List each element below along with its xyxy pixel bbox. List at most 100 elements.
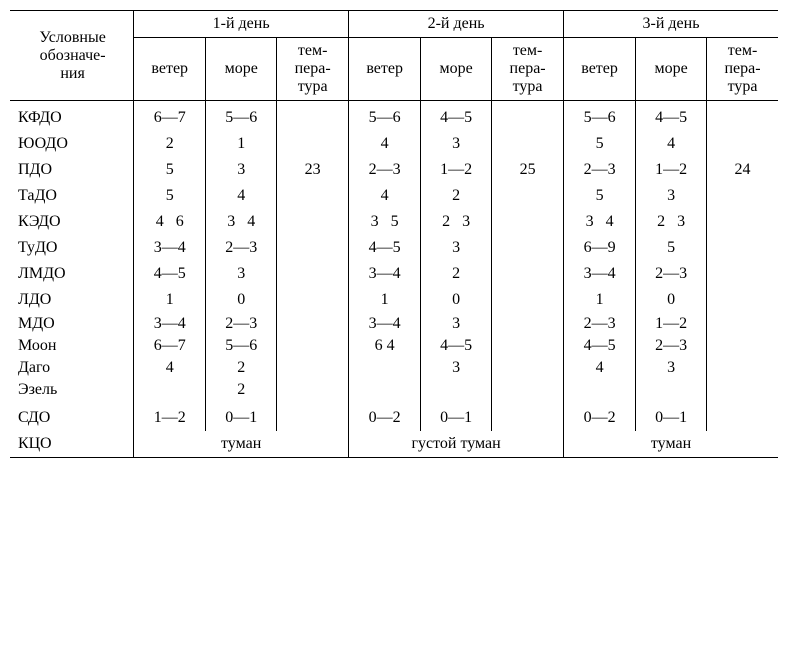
header-sub-d1-sea: море (206, 38, 277, 101)
cell: 4 (134, 357, 206, 379)
cell (349, 379, 421, 401)
cell (277, 287, 349, 313)
table-row: ТаДО544253 (10, 183, 778, 209)
cell (492, 183, 564, 209)
cell: 2 (206, 379, 277, 401)
cell: 3—4 (134, 235, 206, 261)
footer-row: КЦО туман густой туман туман (10, 431, 778, 458)
cell: 3 (636, 357, 707, 379)
cell: 1—2 (134, 401, 206, 431)
table-row: КФДО6—75—65—64—55—64—5 (10, 101, 778, 132)
cell: 3 5 (349, 209, 421, 235)
cell: 3—4 (349, 261, 421, 287)
row-label: КФДО (10, 101, 134, 132)
cell: 2 3 (636, 209, 707, 235)
cell (277, 235, 349, 261)
header-sub-d2-sea: море (421, 38, 492, 101)
cell: 4—5 (134, 261, 206, 287)
cell (492, 401, 564, 431)
cell: 6 4 (349, 335, 421, 357)
header-label-line3: ния (60, 65, 84, 82)
cell: 4 (349, 131, 421, 157)
header-sub-d3-temp: тем- пера- тура (707, 38, 778, 101)
row-label: Моон (10, 335, 134, 357)
cell: 6—7 (134, 101, 206, 132)
weather-table: Условные обозначе- ния 1-й день 2-й день… (10, 10, 778, 458)
footer-span-3: туман (564, 431, 778, 458)
cell: 2 (421, 261, 492, 287)
cell: 5—6 (206, 101, 277, 132)
cell: 4 (636, 131, 707, 157)
cell: 3—4 (564, 261, 636, 287)
table-row: ЛДО101010 (10, 287, 778, 313)
cell (636, 379, 707, 401)
row-label: ТуДО (10, 235, 134, 261)
cell: 1 (134, 287, 206, 313)
cell: 5 (134, 183, 206, 209)
cell (492, 235, 564, 261)
cell (277, 335, 349, 357)
table-row: ТуДО3—42—34—536—95 (10, 235, 778, 261)
cell (277, 313, 349, 335)
cell (349, 357, 421, 379)
cell (492, 357, 564, 379)
cell (134, 379, 206, 401)
header-day-3: 3-й день (564, 11, 778, 38)
cell (707, 401, 778, 431)
cell (707, 357, 778, 379)
cell: 5—6 (564, 101, 636, 132)
cell (492, 335, 564, 357)
header-row-days: Условные обозначе- ния 1-й день 2-й день… (10, 11, 778, 38)
cell: 3 (421, 357, 492, 379)
header-day-1: 1-й день (134, 11, 349, 38)
cell (277, 209, 349, 235)
header-sub-d2-temp: тем- пера- тура (492, 38, 564, 101)
cell: 2—3 (636, 261, 707, 287)
cell (277, 101, 349, 132)
cell: 3 (421, 313, 492, 335)
cell (707, 313, 778, 335)
cell: 23 (277, 157, 349, 183)
cell (707, 209, 778, 235)
cell: 0—1 (636, 401, 707, 431)
footer-span-1: туман (134, 431, 349, 458)
footer-span-2: густой туман (349, 431, 564, 458)
cell: 4 (564, 357, 636, 379)
cell: 2—3 (206, 313, 277, 335)
footer-label: КЦО (10, 431, 134, 458)
cell: 4 (349, 183, 421, 209)
cell (492, 313, 564, 335)
cell (707, 131, 778, 157)
cell: 6—7 (134, 335, 206, 357)
cell: 5 (134, 157, 206, 183)
table-row: ПДО53232—31—2252—31—224 (10, 157, 778, 183)
header-sub-d1-temp: тем- пера- тура (277, 38, 349, 101)
header-label-line2: обозначе- (40, 47, 106, 64)
table-row: ЛМДО4—533—423—42—3 (10, 261, 778, 287)
cell (492, 209, 564, 235)
row-label: Даго (10, 357, 134, 379)
cell: 1 (349, 287, 421, 313)
cell: 3 (421, 235, 492, 261)
table-row: Даго42343 (10, 357, 778, 379)
cell: 0—1 (206, 401, 277, 431)
cell: 24 (707, 157, 778, 183)
cell: 2 (134, 131, 206, 157)
cell: 4 6 (134, 209, 206, 235)
cell: 2—3 (206, 235, 277, 261)
row-label: ЛДО (10, 287, 134, 313)
cell: 3—4 (134, 313, 206, 335)
header-label: Условные обозначе- ния (10, 11, 134, 101)
cell (492, 131, 564, 157)
cell (492, 261, 564, 287)
cell: 1—2 (421, 157, 492, 183)
table-row: Моон6—75—66 44—54—52—3 (10, 335, 778, 357)
cell: 2—3 (564, 157, 636, 183)
cell: 6—9 (564, 235, 636, 261)
table-row: МДО3—42—33—432—31—2 (10, 313, 778, 335)
header-sub-d3-sea: море (636, 38, 707, 101)
header-day-2: 2-й день (349, 11, 564, 38)
cell: 1 (564, 287, 636, 313)
cell: 0 (206, 287, 277, 313)
row-label: КЭДО (10, 209, 134, 235)
